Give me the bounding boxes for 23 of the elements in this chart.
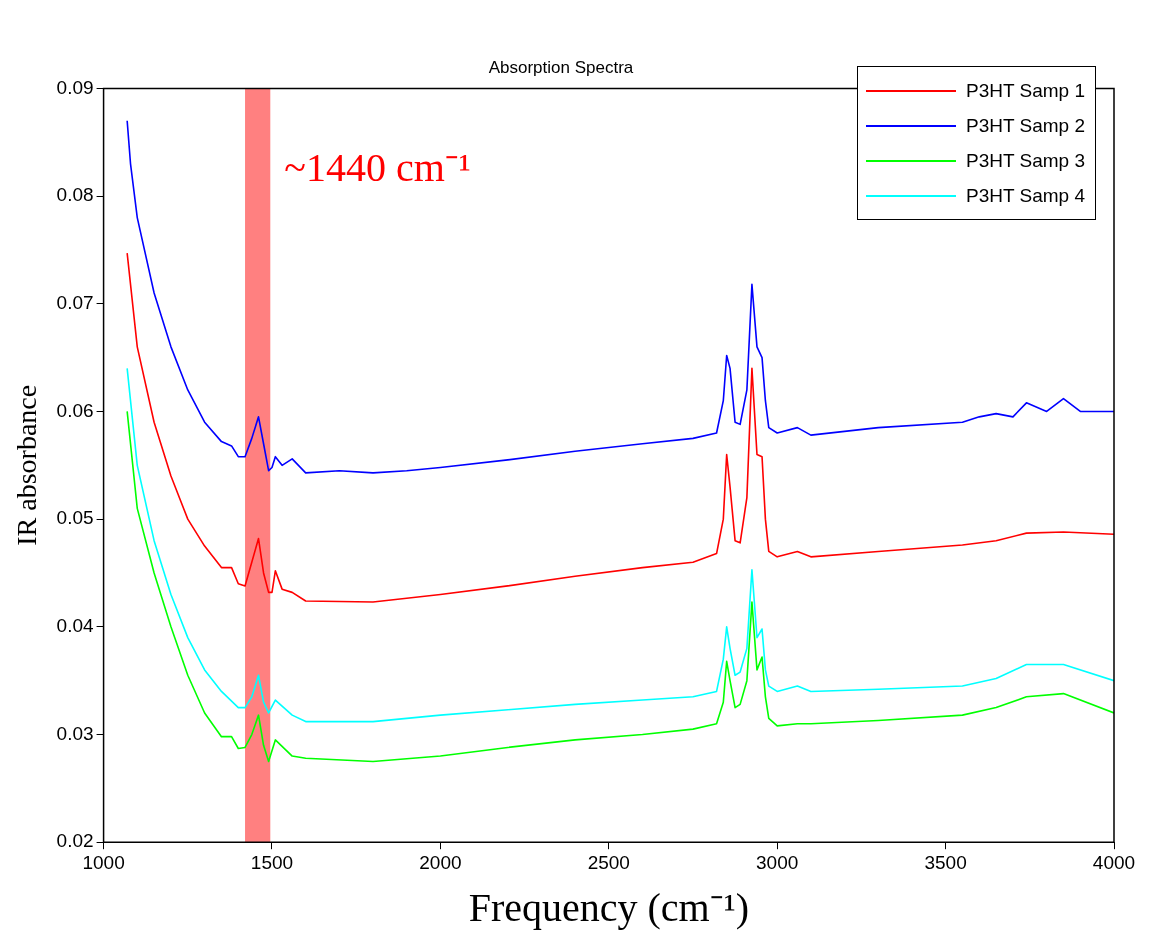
y-axis-title: IR absorbance — [11, 384, 43, 546]
y-tick-label: 0.03 — [56, 722, 94, 744]
y-tick-label: 0.05 — [56, 507, 94, 529]
y-tick-label: 0.07 — [56, 292, 94, 314]
legend-label: P3HT Samp 1 — [966, 79, 1085, 102]
y-tick-label: 0.06 — [56, 399, 94, 421]
x-tick-label: 2000 — [419, 851, 462, 873]
x-tick-label: 1000 — [82, 851, 125, 873]
x-axis-title: Frequency (cm⁻¹) — [468, 884, 749, 930]
x-tick-label: 1500 — [250, 851, 294, 873]
y-tick-label: 0.09 — [56, 76, 94, 98]
legend-label: P3HT Samp 4 — [966, 184, 1085, 207]
x-tick-label: 3500 — [924, 851, 967, 873]
band-label: ~1440 cm⁻¹ — [284, 144, 471, 190]
x-tick-label: 3000 — [756, 851, 799, 873]
x-tick-label: 2500 — [587, 851, 630, 873]
x-tick-label: 4000 — [1092, 851, 1136, 873]
y-tick-label: 0.08 — [56, 184, 94, 206]
legend-label: P3HT Samp 3 — [966, 149, 1085, 172]
chart-title: Absorption Spectra — [488, 57, 634, 77]
legend-label: P3HT Samp 2 — [966, 114, 1085, 137]
y-tick-label: 0.02 — [56, 830, 94, 852]
y-tick-label: 0.04 — [56, 615, 95, 637]
